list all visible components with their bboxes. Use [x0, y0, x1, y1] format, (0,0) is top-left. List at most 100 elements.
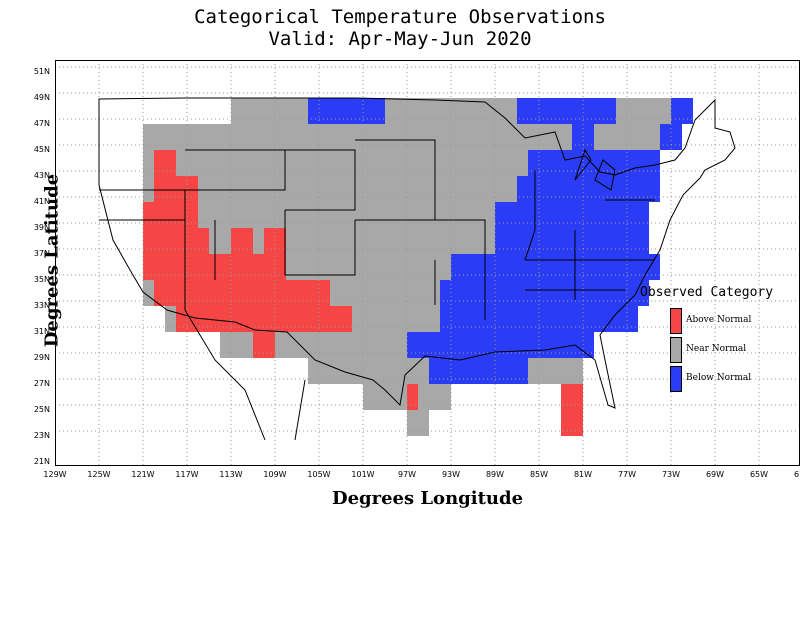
cell-above-normal — [275, 280, 286, 306]
cell-near-normal — [242, 332, 253, 358]
map-title: Categorical Temperature Observations — [194, 6, 606, 28]
x-tick-label: 113W — [219, 470, 243, 479]
cell-below-normal — [561, 332, 572, 358]
cell-near-normal — [407, 150, 418, 176]
cell-above-normal — [154, 202, 165, 228]
y-tick-label: 39N — [33, 223, 50, 232]
cell-near-normal — [418, 254, 429, 280]
x-tick-label: 69W — [705, 470, 725, 479]
cell-near-normal — [209, 176, 220, 202]
cell-near-normal — [220, 176, 231, 202]
cell-below-normal — [572, 254, 583, 280]
cell-near-normal — [154, 124, 165, 150]
cell-below-normal — [495, 254, 506, 280]
cell-near-normal — [352, 254, 363, 280]
cell-near-normal — [165, 124, 176, 150]
cell-below-normal — [506, 228, 517, 254]
cell-near-normal — [363, 332, 374, 358]
cell-near-normal — [231, 98, 242, 124]
cell-near-normal — [462, 150, 473, 176]
cell-near-normal — [440, 254, 451, 280]
cell-above-normal — [561, 410, 572, 436]
cell-near-normal — [385, 280, 396, 306]
cell-near-normal — [308, 176, 319, 202]
cell-below-normal — [594, 202, 605, 228]
cell-near-normal — [352, 228, 363, 254]
cell-near-normal — [341, 150, 352, 176]
cell-above-normal — [231, 306, 242, 332]
cell-near-normal — [231, 176, 242, 202]
cell-below-normal — [561, 176, 572, 202]
cell-near-normal — [308, 358, 319, 384]
cell-near-normal — [396, 98, 407, 124]
cell-near-normal — [308, 124, 319, 150]
cell-near-normal — [374, 306, 385, 332]
cell-below-normal — [550, 306, 561, 332]
cell-below-normal — [506, 332, 517, 358]
cell-below-normal — [440, 306, 451, 332]
cell-near-normal — [451, 202, 462, 228]
cell-near-normal — [660, 98, 671, 124]
cell-above-normal — [154, 176, 165, 202]
cell-near-normal — [418, 150, 429, 176]
cell-near-normal — [209, 202, 220, 228]
cell-below-normal — [528, 280, 539, 306]
cell-below-normal — [495, 228, 506, 254]
cell-near-normal — [473, 228, 484, 254]
cell-near-normal — [374, 384, 385, 410]
legend-swatch-below — [670, 366, 682, 392]
cell-below-normal — [451, 306, 462, 332]
cell-near-normal — [242, 150, 253, 176]
cell-near-normal — [242, 176, 253, 202]
cell-near-normal — [143, 176, 154, 202]
cell-below-normal — [484, 306, 495, 332]
cell-below-normal — [506, 202, 517, 228]
cell-near-normal — [264, 176, 275, 202]
y-tick-label: 41N — [33, 197, 50, 206]
cell-near-normal — [297, 124, 308, 150]
cell-above-normal — [165, 150, 176, 176]
cell-below-normal — [418, 332, 429, 358]
cell-near-normal — [319, 202, 330, 228]
cell-below-normal — [649, 254, 660, 280]
cell-above-normal — [275, 254, 286, 280]
cell-below-normal — [506, 358, 517, 384]
x-tick-label: 85W — [529, 470, 549, 479]
cell-near-normal — [396, 202, 407, 228]
cell-near-normal — [649, 98, 660, 124]
cell-above-normal — [176, 176, 187, 202]
cell-near-normal — [363, 124, 374, 150]
cell-near-normal — [220, 124, 231, 150]
cell-near-normal — [407, 254, 418, 280]
cell-below-normal — [649, 150, 660, 176]
cell-below-normal — [638, 280, 649, 306]
cell-below-normal — [616, 176, 627, 202]
cell-near-normal — [253, 228, 264, 254]
cell-above-normal — [319, 306, 330, 332]
cell-near-normal — [451, 124, 462, 150]
cell-below-normal — [539, 202, 550, 228]
cell-below-normal — [473, 358, 484, 384]
y-tick-label: 49N — [33, 93, 50, 102]
cell-above-normal — [143, 202, 154, 228]
cell-below-normal — [605, 280, 616, 306]
x-tick-label: 73W — [661, 470, 681, 479]
cell-below-normal — [605, 150, 616, 176]
cell-near-normal — [264, 124, 275, 150]
cell-above-normal — [209, 280, 220, 306]
cell-below-normal — [605, 228, 616, 254]
cell-near-normal — [286, 254, 297, 280]
cell-above-normal — [176, 228, 187, 254]
legend-swatch-near — [670, 337, 682, 363]
legend-label-near: Near Normal — [686, 344, 747, 354]
cell-below-normal — [627, 150, 638, 176]
cell-near-normal — [385, 384, 396, 410]
cell-below-normal — [561, 306, 572, 332]
cell-near-normal — [385, 254, 396, 280]
cell-near-normal — [363, 202, 374, 228]
cell-near-normal — [550, 124, 561, 150]
cell-below-normal — [638, 176, 649, 202]
cell-near-normal — [352, 124, 363, 150]
cell-near-normal — [330, 254, 341, 280]
cell-below-normal — [429, 358, 440, 384]
